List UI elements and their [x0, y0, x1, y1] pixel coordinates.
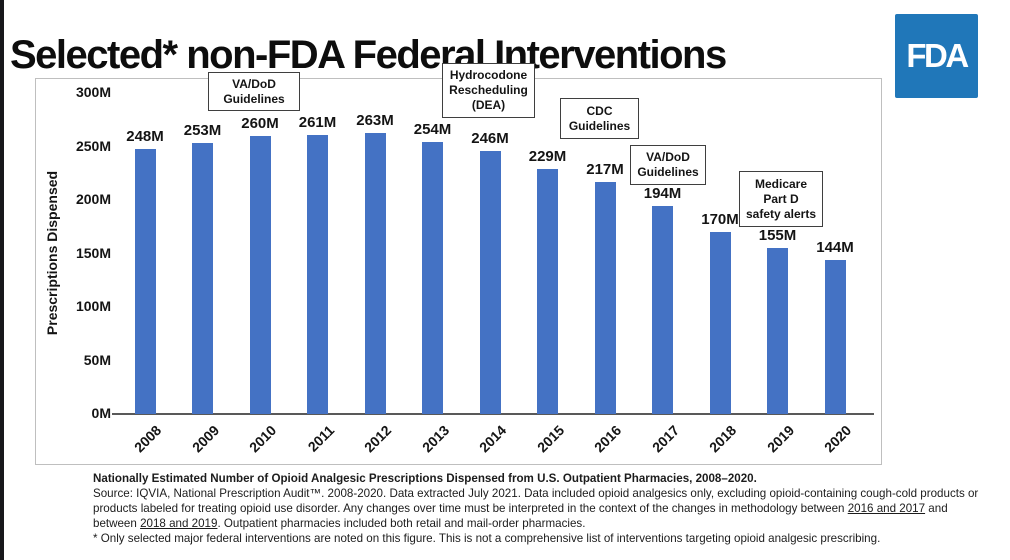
- annotation-line: Hydrocodone: [449, 68, 528, 82]
- annotation-line: (DEA): [471, 98, 506, 112]
- fda-logo-text: FDA: [906, 37, 969, 74]
- annotation-line: Guidelines: [637, 165, 699, 179]
- annotation-line: Medicare: [754, 176, 808, 191]
- bar-value-label-2018: 170M: [701, 211, 739, 229]
- annotation-vadod-guidelines: VA/DoD Guidelines: [208, 72, 300, 111]
- footer-asterisk-note: * Only selected major federal interventi…: [93, 531, 881, 545]
- bar-value-label-2020: 144M: [816, 238, 854, 256]
- bar-2008: [134, 148, 156, 414]
- x-tick-2013: 2013: [418, 422, 452, 456]
- footer-caption: Nationally Estimated Number of Opioid An…: [93, 472, 757, 485]
- window-left-border: [0, 0, 4, 560]
- bar-2014: [479, 150, 501, 414]
- bar-value-label-2011: 261M: [298, 113, 337, 131]
- bar-2016: [594, 181, 616, 414]
- annotation-cdc-guidelines: CDC Guidelines: [560, 98, 639, 139]
- y-tick-250M: 250M: [75, 137, 111, 154]
- bar-value-label-2016: 217M: [586, 160, 624, 178]
- bar-value-label-2012: 263M: [356, 111, 394, 129]
- annotation-line: Part D: [763, 191, 799, 206]
- bar-2010: [249, 135, 271, 414]
- bar-value-label-2009: 253M: [183, 122, 222, 140]
- bar-value-label-2014: 246M: [471, 129, 509, 147]
- source-text: Source: IQVIA, National Prescription Aud…: [93, 486, 979, 515]
- bar-2017: [652, 206, 673, 414]
- bar-2011: [307, 134, 328, 414]
- x-tick-2010: 2010: [245, 422, 280, 456]
- page-title: Selected* non-FDA Federal Interventions: [10, 32, 727, 77]
- bar-2019: [767, 248, 788, 414]
- annotation-line: safety alerts: [745, 206, 817, 221]
- x-tick-2012: 2012: [360, 422, 395, 456]
- annotation-line: Guidelines: [568, 118, 631, 133]
- bar-2013: [422, 142, 443, 414]
- bar-value-label-2017: 194M: [643, 185, 682, 203]
- source-underlined-range: 2016 and 2017: [847, 501, 926, 515]
- x-tick-2014: 2014: [475, 422, 510, 456]
- annotation-line: VA/DoD: [646, 150, 690, 164]
- annotation-line: Rescheduling: [449, 83, 528, 97]
- y-tick-150M: 150M: [75, 244, 111, 261]
- x-tick-2020: 2020: [820, 422, 855, 456]
- bar-2009: [192, 143, 213, 414]
- footer-source: Source: IQVIA, National Prescription Aud…: [93, 487, 990, 532]
- annotation-line: Guidelines: [223, 91, 285, 106]
- y-tick-200M: 200M: [75, 191, 111, 207]
- bar-2012: [364, 132, 386, 414]
- source-text: . Outpatient pharmacies included both re…: [217, 516, 586, 530]
- x-tick-2017: 2017: [648, 422, 682, 456]
- y-tick-0M: 0M: [91, 405, 111, 421]
- bar-value-label-2015: 229M: [528, 147, 567, 165]
- y-tick-100M: 100M: [75, 298, 111, 314]
- annotation-vadod-guidelines: VA/DoD Guidelines: [630, 145, 706, 185]
- bar-value-label-2010: 260M: [241, 114, 279, 132]
- bar-2015: [537, 168, 558, 414]
- x-tick-2018: 2018: [705, 422, 740, 456]
- source-text: and between: [93, 501, 948, 530]
- annotation-line: VA/DoD: [232, 76, 276, 91]
- bar-value-label-2013: 254M: [413, 121, 452, 139]
- x-tick-2011: 2011: [304, 422, 337, 455]
- y-tick-50M: 50M: [83, 351, 111, 368]
- y-tick-300M: 300M: [75, 84, 111, 100]
- annotation-line: CDC: [586, 103, 613, 118]
- annotation-hydrocodone-rescheduling-dea: Hydrocodone Rescheduling (DEA): [442, 63, 535, 118]
- x-tick-2019: 2019: [763, 422, 797, 456]
- bar-value-label-2008: 248M: [126, 127, 164, 145]
- x-tick-2015: 2015: [533, 422, 567, 456]
- bar-2020: [824, 259, 846, 414]
- x-tick-2009: 2009: [188, 422, 222, 456]
- x-tick-2008: 2008: [130, 422, 165, 456]
- bar-value-label-2019: 155M: [758, 227, 797, 245]
- source-underlined-range: 2018 and 2019: [140, 516, 218, 530]
- chart-footer: Nationally Estimated Number of Opioid An…: [93, 472, 990, 547]
- fda-logo: FDA: [895, 14, 978, 98]
- chart-area: Prescriptions Dispensed 300M 250M 200M 150M…: [35, 78, 882, 465]
- x-tick-2016: 2016: [590, 422, 625, 456]
- bar-2018: [709, 232, 731, 414]
- x-axis-line: [112, 413, 874, 415]
